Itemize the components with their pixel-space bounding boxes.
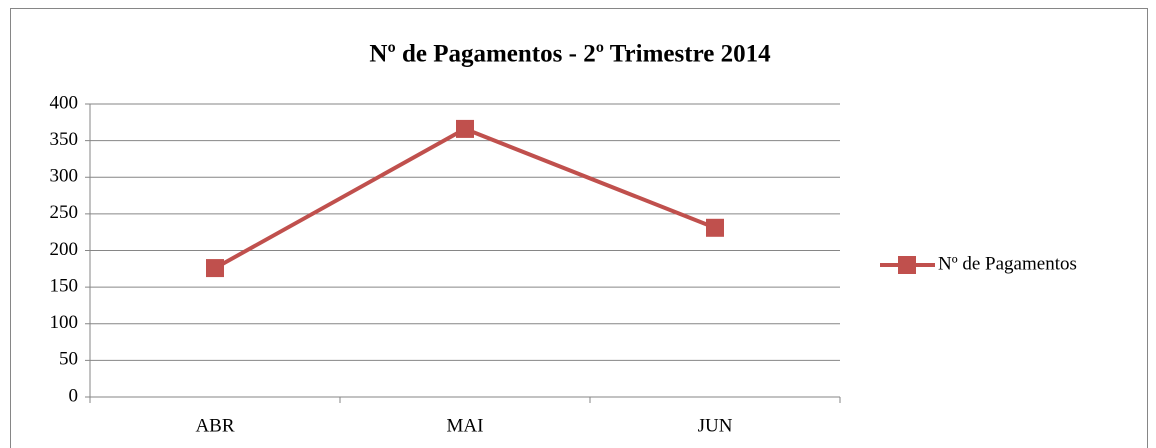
y-tick-label: 150	[50, 275, 79, 296]
x-tick-label: MAI	[447, 415, 484, 436]
x-tick-label: ABR	[195, 415, 234, 436]
legend-label: Nº de Pagamentos	[938, 253, 1077, 274]
y-tick-label: 0	[69, 385, 79, 406]
chart-border	[10, 8, 1148, 448]
y-tick-label: 300	[50, 166, 79, 187]
y-tick-label: 250	[50, 202, 79, 223]
y-tick-label: 100	[50, 312, 79, 333]
chart-title: Nº de Pagamentos - 2º Trimestre 2014	[369, 41, 771, 68]
point-marker	[456, 119, 474, 138]
y-tick-label: 200	[50, 239, 79, 260]
x-tick-label: JUN	[698, 415, 733, 436]
y-tick-label: 50	[59, 349, 78, 370]
legend-marker	[898, 256, 916, 274]
point-marker	[206, 259, 224, 278]
y-tick-label: 350	[50, 129, 79, 150]
y-tick-label: 400	[50, 92, 79, 113]
point-marker	[706, 218, 724, 237]
